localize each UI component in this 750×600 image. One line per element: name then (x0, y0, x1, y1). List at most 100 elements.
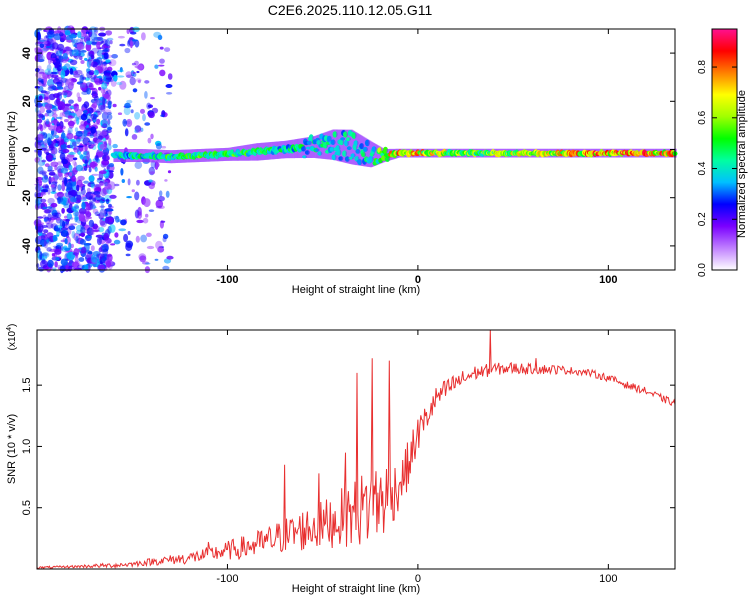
noise-speckle (60, 230, 69, 237)
noise-speckle (89, 204, 97, 210)
noise-speckle (95, 36, 104, 42)
noise-speckle (54, 261, 58, 268)
noise-speckle (48, 171, 56, 176)
noise-speckle (72, 157, 78, 161)
noise-speckle (40, 78, 45, 85)
snr-x-tick-label: 100 (599, 573, 617, 585)
noise-speckle (149, 171, 155, 175)
noise-speckle (47, 165, 53, 172)
noise-speckle (94, 99, 103, 104)
noise-speckle (139, 255, 147, 263)
noise-speckle (103, 52, 109, 60)
noise-speckle (73, 70, 79, 75)
noise-speckle (88, 219, 95, 228)
noise-speckle (37, 118, 43, 122)
noise-speckle (57, 191, 64, 198)
noise-speckle (76, 43, 84, 50)
noise-speckle (44, 68, 52, 75)
noise-speckle (81, 264, 90, 271)
noise-speckle (65, 262, 73, 272)
noise-speckle (91, 173, 99, 176)
noise-speckle (91, 61, 98, 68)
spectrogram-x-tick-label: -100 (216, 274, 238, 286)
noise-speckle (150, 133, 154, 140)
noise-speckle (165, 84, 173, 88)
noise-speckle (90, 113, 98, 120)
noise-speckle (61, 132, 66, 139)
noise-speckle (38, 123, 43, 130)
noise-speckle (36, 133, 44, 141)
noise-speckle (117, 112, 123, 115)
noise-speckle (64, 238, 68, 245)
noise-speckle (35, 55, 44, 61)
noise-speckle (148, 179, 153, 183)
noise-speckle (147, 104, 153, 108)
snr-y-tick-label: 1.5 (21, 378, 33, 393)
noise-speckle (127, 231, 131, 235)
noise-speckle (43, 229, 49, 234)
noise-speckle (50, 135, 55, 140)
noise-speckle (88, 175, 95, 183)
noise-speckle (123, 106, 131, 116)
noise-speckle (81, 194, 87, 201)
noise-speckle (84, 231, 91, 234)
noise-speckle (36, 118, 43, 124)
noise-speckle (46, 109, 52, 114)
noise-speckle (161, 145, 167, 149)
noise-speckle (146, 232, 152, 237)
snr-x-tick-label: 0 (415, 573, 421, 585)
spectrogram-x-tick-label: 0 (415, 274, 421, 286)
noise-speckle (146, 102, 152, 110)
noise-speckle (39, 106, 45, 114)
noise-speckle (99, 237, 103, 240)
noise-speckle (41, 252, 49, 257)
noise-speckle (34, 149, 42, 153)
snr-y-axis-label: SNR (10 * v/v) (6, 414, 18, 484)
noise-speckle (157, 64, 165, 67)
noise-speckle (92, 137, 97, 147)
noise-speckle (140, 234, 148, 243)
spectrogram-y-axis-label: Frequency (Hz) (6, 111, 18, 187)
noise-speckle (64, 177, 68, 187)
noise-speckle (140, 108, 145, 114)
noise-speckle (60, 258, 68, 266)
noise-speckle (109, 194, 117, 199)
noise-speckle (41, 175, 49, 183)
noise-speckle (99, 209, 106, 218)
noise-speckle (80, 113, 88, 121)
noise-speckle (46, 206, 53, 209)
snr-y-tick-label: 1.0 (21, 439, 33, 454)
noise-speckle (79, 74, 84, 84)
noise-speckle (76, 184, 80, 192)
colorbar-ticks: 0.0 0.2 0.4 0.6 0.8 (697, 60, 737, 277)
noise-speckle (89, 72, 94, 76)
noise-speckle (90, 32, 98, 41)
noise-speckle (37, 166, 44, 175)
noise-speckle (113, 239, 121, 245)
noise-speckle (42, 214, 47, 220)
noise-speckle (54, 181, 58, 184)
noise-speckle (101, 123, 108, 129)
noise-speckle (81, 246, 87, 254)
noise-speckle (105, 30, 113, 36)
noise-speckle (48, 176, 52, 185)
noise-speckle (99, 33, 106, 37)
noise-speckle (108, 217, 114, 223)
noise-speckle (37, 148, 42, 158)
noise-speckle (112, 103, 117, 108)
noise-speckle (120, 168, 124, 176)
noise-speckle (47, 187, 51, 195)
noise-speckle (34, 46, 42, 54)
noise-speckle (77, 96, 82, 103)
noise-speckle (74, 127, 79, 133)
noise-speckle (43, 91, 50, 101)
noise-speckle (100, 220, 107, 228)
noise-speckle (60, 58, 68, 64)
noise-speckle (85, 31, 90, 35)
noise-speckle (75, 69, 83, 75)
noise-speckle (88, 166, 92, 173)
noise-speckle (98, 264, 105, 270)
noise-speckle (89, 161, 97, 168)
noise-speckle (61, 91, 68, 96)
noise-speckle (68, 225, 76, 231)
